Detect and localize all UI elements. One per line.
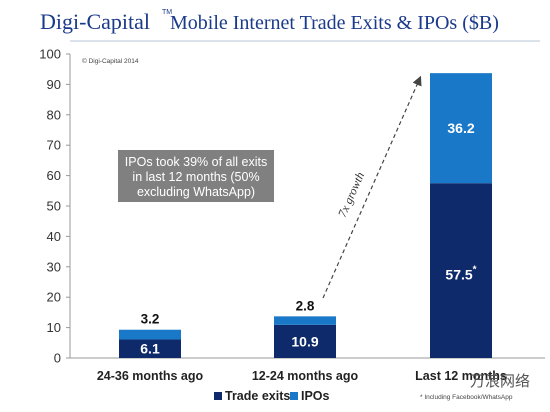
bar-label-trade-exits: 6.1 (140, 341, 160, 357)
bar-label-trade-exits: 57.5* (445, 264, 476, 282)
category-label: 24-36 months ago (97, 369, 204, 383)
legend-swatch-ipos (290, 392, 298, 400)
copyright-note: © Digi-Capital 2014 (82, 57, 139, 65)
bar-trade-exits (430, 183, 492, 358)
annotation-line-2: in last 12 months (50% (132, 170, 259, 184)
brand-name: Digi-Capital (40, 9, 150, 34)
annotation-line-1: IPOs took 39% of all exits (125, 155, 267, 169)
category-label: 12-24 months ago (252, 369, 359, 383)
bar-label-trade-exits: 10.9 (291, 333, 318, 349)
bar-ipos (274, 316, 336, 325)
y-tick-label: 50 (47, 199, 61, 214)
category-label: Last 12 months (415, 369, 507, 383)
bar-ipos (119, 329, 181, 340)
bar-label-ipos: 36.2 (447, 120, 474, 136)
y-tick-label: 60 (47, 168, 61, 183)
legend-label-trade-exits: Trade exits (225, 389, 290, 403)
y-tick-label: 70 (47, 138, 61, 153)
bar-trade-exits (274, 324, 336, 358)
footnote: * Including Facebook/WhatsApp (420, 394, 513, 401)
bars (119, 73, 492, 358)
legend-label-ipos: IPOs (301, 389, 330, 403)
y-tick-label: 30 (47, 259, 61, 274)
category-labels: 24-36 months ago 12-24 months ago Last 12 … (97, 369, 507, 383)
legend-swatch-trade-exits (214, 392, 222, 400)
chart-title: Mobile Internet Trade Exits & IPOs ($B) (170, 12, 499, 34)
legend: Trade exits IPOs (214, 389, 330, 403)
y-tick-label: 40 (47, 229, 61, 244)
annotation-line-3: excluding WhatsApp) (137, 185, 255, 199)
watermark: 万浪网络 (470, 372, 530, 390)
brand-trademark: TM (162, 9, 172, 16)
growth-label: 7x growth (335, 170, 367, 219)
y-tick-label: 90 (47, 77, 61, 92)
bar-label-ipos: 2.8 (296, 298, 315, 313)
y-ticks: 0 10 20 30 40 50 60 70 80 90 100 (39, 47, 70, 366)
annotation-box: IPOs took 39% of all exits in last 12 mo… (118, 150, 274, 202)
annotation-background (118, 150, 274, 202)
y-tick-label: 80 (47, 107, 61, 122)
y-tick-label: 10 (47, 320, 61, 335)
y-tick-label: 0 (54, 351, 61, 366)
bar-label-ipos: 3.2 (141, 312, 160, 327)
bar-trade-exits (119, 339, 181, 358)
bar-ipos (430, 73, 492, 184)
bar-labels: 6.1 3.2 10.9 2.8 57.5* 36.2 (140, 120, 476, 357)
growth-arrow (322, 75, 422, 299)
y-tick-label: 100 (39, 47, 61, 62)
y-tick-label: 20 (47, 290, 61, 305)
